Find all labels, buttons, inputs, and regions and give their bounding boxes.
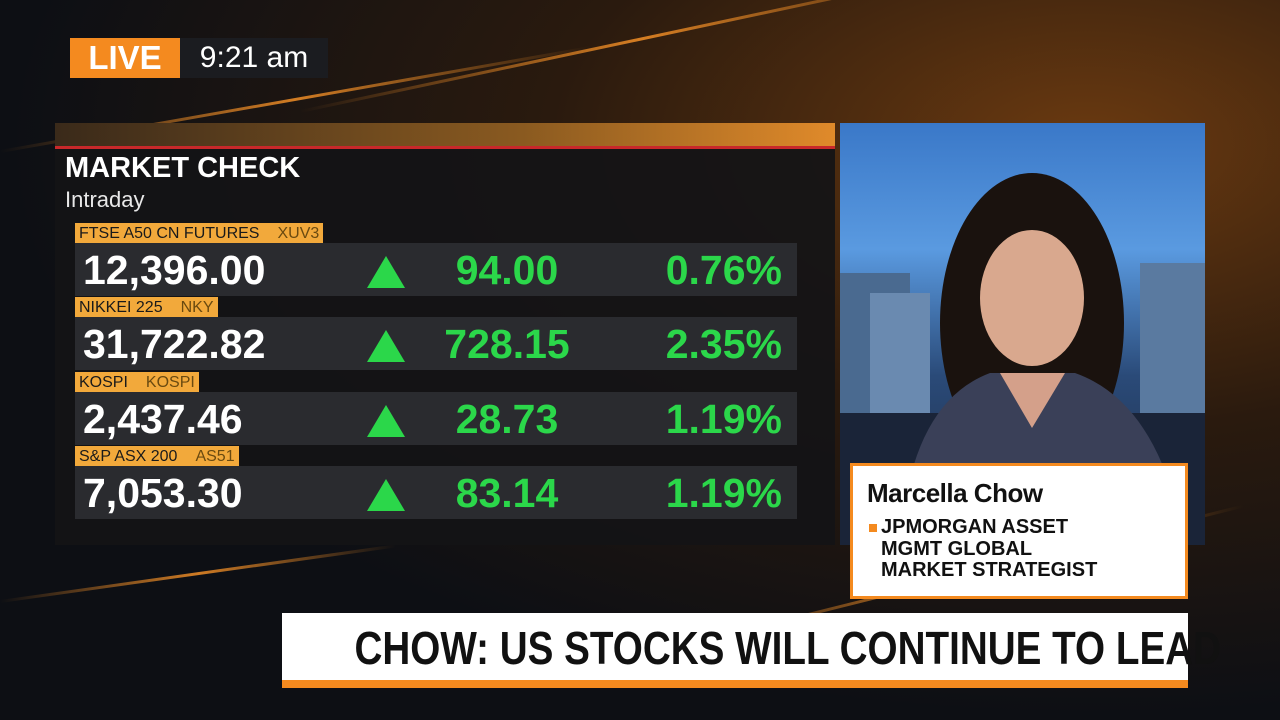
index-price: 2,437.46 — [83, 395, 243, 442]
background-streak — [299, 0, 986, 113]
index-percent: 2.35% — [665, 321, 782, 368]
index-values: 7,053.30 83.14 1.19% — [75, 465, 797, 519]
guest-title: MARKET STRATEGIST — [881, 559, 1098, 581]
panel-header-strip — [55, 123, 835, 147]
index-name: FTSE A50 CN FUTURES — [79, 225, 260, 242]
up-arrow — [367, 404, 405, 437]
up-arrow — [367, 256, 405, 288]
bullet — [869, 524, 877, 532]
guest-title: JPMORGAN ASSET — [881, 516, 1069, 538]
index-ticker: AS51 — [195, 447, 235, 465]
guest-card: Marcella Chow JPMORGAN ASSET MGMT GLOBAL… — [850, 463, 1188, 599]
index-price: 12,396.00 — [83, 247, 266, 293]
clock: 9:21 am — [180, 38, 328, 78]
index-change: 28.73 — [455, 395, 559, 442]
panel-subtitle: Intraday — [65, 187, 145, 212]
index-values: 2,437.46 28.73 1.19% — [75, 391, 797, 445]
up-arrow — [367, 478, 405, 511]
index-values: 12,396.00 94.00 0.76% — [75, 243, 797, 296]
index-name: KOSPI — [79, 373, 128, 391]
index-label: FTSE A50 CN FUTURES XUV3 — [75, 223, 324, 243]
index-ticker: KOSPI — [145, 373, 195, 391]
index-name: S&P ASX 200 — [79, 447, 178, 465]
guest-name: Marcella Chow — [867, 478, 1043, 508]
index-change: 83.14 — [455, 469, 559, 516]
background-streak — [0, 544, 397, 603]
index-price: 31,722.82 — [83, 321, 266, 368]
index-price: 7,053.30 — [83, 469, 243, 516]
index-change: 94.00 — [455, 247, 559, 293]
panel-title: MARKET CHECK — [65, 152, 301, 184]
index-ticker: NKY — [180, 299, 214, 317]
index-values: 31,722.82 728.15 2.35% — [75, 317, 797, 371]
index-label: NIKKEI 225 NKY — [75, 297, 218, 318]
live-badge: LIVE — [70, 38, 180, 78]
headline: CHOW: US STOCKS WILL CONTINUE TO LEAD — [354, 622, 1222, 674]
index-percent: 1.19% — [665, 395, 782, 442]
index-ticker: XUV3 — [277, 225, 320, 242]
index-name: NIKKEI 225 — [79, 299, 163, 317]
panel-rule — [55, 146, 835, 149]
index-change: 728.15 — [444, 321, 570, 368]
up-arrow — [367, 330, 405, 363]
guest-title: MGMT GLOBAL — [881, 538, 1033, 560]
index-label: S&P ASX 200 AS51 — [75, 445, 239, 466]
index-percent: 1.19% — [665, 469, 782, 516]
headline-stripe — [282, 680, 1188, 688]
headline-bar: CHOW: US STOCKS WILL CONTINUE TO LEAD — [282, 613, 1222, 680]
index-percent: 0.76% — [665, 247, 782, 293]
index-label: KOSPI KOSPI — [75, 371, 199, 392]
